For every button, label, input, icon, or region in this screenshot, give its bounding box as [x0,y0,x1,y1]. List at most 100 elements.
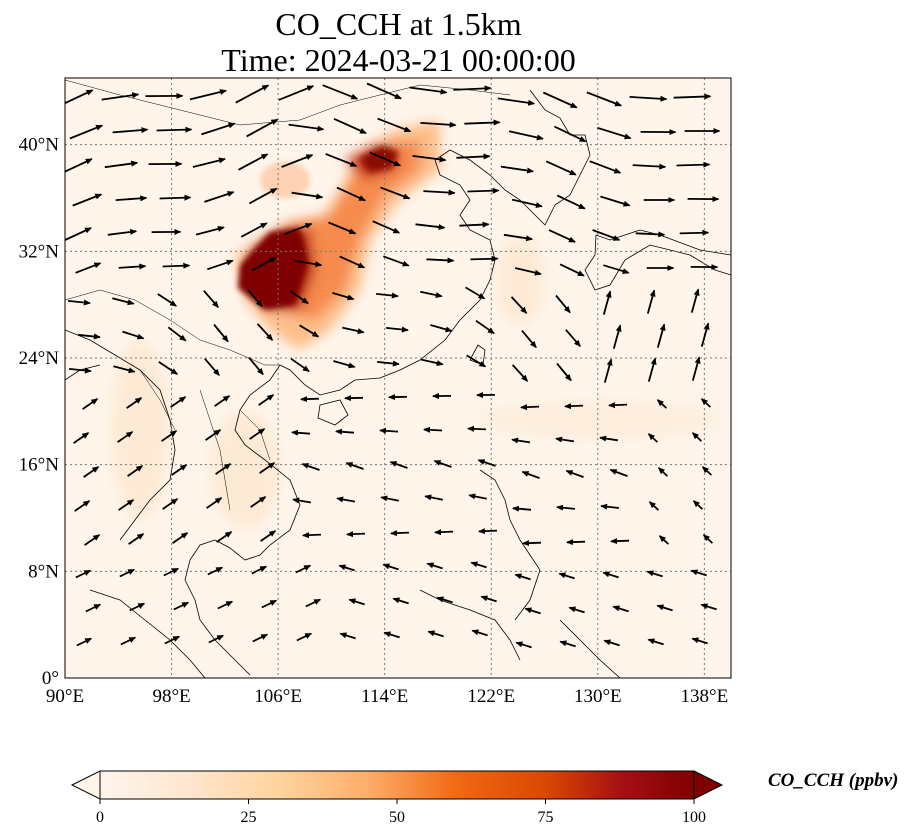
colorbar-tick-label: 0 [96,809,104,826]
wind-arrow [189,89,227,101]
wind-arrow [278,85,315,101]
wind-arrow [69,124,104,140]
wind-arrow [128,533,145,545]
map-panel [65,78,731,678]
wind-arrow [466,354,487,368]
wind-arrow [126,397,143,409]
wind-arrow [207,566,224,576]
wind-arrow [167,326,187,342]
wind-arrow [556,362,572,382]
wind-arrow [679,229,710,236]
wind-arrow [251,256,277,272]
wind-arrow [162,262,191,269]
wind-arrow [383,631,400,639]
wind-arrow [700,322,710,347]
wind-arrow [260,530,277,542]
wind-arrow [246,118,279,138]
wind-arrow [426,257,455,264]
wind-arrow [101,92,140,101]
wind-arrow [127,465,144,477]
wind-arrow [555,436,575,443]
wind-arrow [512,505,532,512]
wind-arrow [217,600,234,610]
wind-arrow [423,426,443,433]
wind-arrow [465,286,486,300]
wind-arrow [345,462,364,470]
wind-arrow [648,501,660,511]
wind-arrow [656,323,666,348]
wind-arrow [120,636,137,646]
wind-arrow [118,499,135,511]
wind-arrow [565,329,581,348]
wind-arrow [235,84,270,104]
colorbar-gradient [99,770,695,800]
wind-arrow [288,123,325,132]
colorbar-tick-label: 50 [389,809,405,826]
wind-arrow [468,493,487,500]
lon-tick-label: 138°E [681,686,729,707]
wind-arrow [646,570,663,578]
wind-arrow [238,153,269,171]
wind-arrow [434,529,454,536]
colorbar-tick-label: 75 [538,809,554,826]
wind-arrow [386,326,409,333]
wind-arrow [302,532,322,539]
wind-arrow [251,565,268,575]
wind-arrow [195,226,225,236]
lon-tick-label: 130°E [574,686,622,707]
wind-arrow [453,85,492,92]
wind-arrow [342,326,365,335]
wind-arrow [332,292,355,301]
wind-arrow [692,500,704,510]
wind-arrow [281,154,314,168]
wind-arrow [69,367,92,374]
lon-tick-label: 114°E [361,686,408,707]
wind-arrow [470,561,487,569]
wind-arrow [599,435,619,442]
wind-arrow [600,195,631,207]
wind-arrow [252,633,269,643]
lat-tick-label: 16°N [19,455,60,476]
wind-arrow [173,601,190,611]
wind-arrow [300,396,320,403]
wind-arrow [170,396,187,408]
wind-arrow [65,158,93,173]
wind-arrow [348,598,365,606]
wind-arrow [521,471,540,479]
wind-arrow [390,530,410,537]
wind-arrow [164,635,181,645]
wind-arrow [377,117,412,133]
wind-arrow [366,82,402,100]
wind-arrow [702,534,714,544]
wind-arrow [380,495,399,502]
wind-arrow [333,360,356,369]
lat-tick-label: 24°N [19,348,60,369]
wind-arrow [68,299,91,306]
wind-arrow [600,503,620,510]
wind-arrow [554,125,587,143]
wind-arrow [213,323,229,343]
wind-arrow [475,319,495,335]
chart-title: CO_CCH at 1.5km [275,6,522,42]
wind-arrow [603,358,613,383]
wind-arrow [467,187,500,194]
wind-arrow [65,227,92,241]
wind-arrow [426,562,443,570]
wind-arrow [377,360,400,367]
wind-arrow [568,606,585,614]
wind-arrow [632,163,667,170]
wind-arrow [73,432,90,444]
wind-arrow [163,567,180,577]
wind-arrow [629,95,668,102]
wind-arrow [107,228,138,236]
wind-arrow [203,290,219,309]
wind-arrow [158,361,179,375]
wind-arrow [497,97,536,106]
wind-arrow [635,231,666,238]
wind-arrow [521,330,537,349]
wind-arrow [556,504,576,511]
wind-arrow [511,437,531,444]
wind-arrow [421,358,444,367]
wind-arrow [515,641,532,649]
wind-arrow [700,398,712,408]
